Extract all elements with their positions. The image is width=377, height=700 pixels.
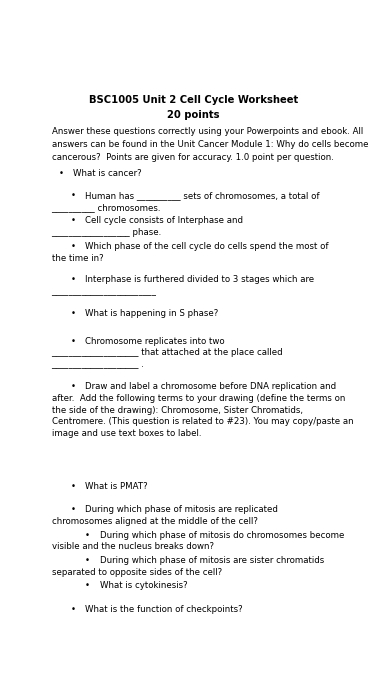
- Text: •: •: [85, 556, 90, 565]
- Text: What is cancer?: What is cancer?: [74, 169, 142, 178]
- Text: cancerous?  Points are given for accuracy. 1.0 point per question.: cancerous? Points are given for accuracy…: [52, 153, 333, 162]
- Text: During which phase of mitosis do chromosomes become: During which phase of mitosis do chromos…: [100, 531, 344, 540]
- Text: •: •: [70, 482, 75, 491]
- Text: Cell cycle consists of Interphase and: Cell cycle consists of Interphase and: [85, 216, 243, 225]
- Text: ____________________ that attached at the place called: ____________________ that attached at th…: [52, 349, 283, 358]
- Text: Which phase of the cell cycle do cells spend the most of: Which phase of the cell cycle do cells s…: [85, 241, 329, 251]
- Text: During which phase of mitosis are sister chromatids: During which phase of mitosis are sister…: [100, 556, 324, 565]
- Text: •: •: [70, 309, 75, 318]
- Text: ____________________ .: ____________________ .: [52, 360, 144, 370]
- Text: Centromere. (This question is related to #23). You may copy/paste an: Centromere. (This question is related to…: [52, 417, 353, 426]
- Text: answers can be found in the Unit Cancer Module 1: Why do cells become: answers can be found in the Unit Cancer …: [52, 140, 368, 149]
- Text: ________________________: ________________________: [52, 287, 156, 296]
- Text: What is the function of checkpoints?: What is the function of checkpoints?: [85, 605, 243, 614]
- Text: __________ chromosomes.: __________ chromosomes.: [52, 203, 161, 212]
- Text: Interphase is furthered divided to 3 stages which are: Interphase is furthered divided to 3 sta…: [85, 275, 314, 284]
- Text: Answer these questions correctly using your Powerpoints and ebook. All: Answer these questions correctly using y…: [52, 127, 363, 136]
- Text: __________________ phase.: __________________ phase.: [52, 228, 162, 237]
- Text: During which phase of mitosis are replicated: During which phase of mitosis are replic…: [85, 505, 278, 514]
- Text: •: •: [70, 505, 75, 514]
- Text: the side of the drawing): Chromosome, Sister Chromatids,: the side of the drawing): Chromosome, Si…: [52, 405, 302, 414]
- Text: visible and the nucleus breaks down?: visible and the nucleus breaks down?: [52, 542, 213, 552]
- Text: the time in?: the time in?: [52, 253, 103, 262]
- Text: image and use text boxes to label.: image and use text boxes to label.: [52, 429, 201, 438]
- Text: •: •: [59, 169, 64, 178]
- Text: chromosomes aligned at the middle of the cell?: chromosomes aligned at the middle of the…: [52, 517, 257, 526]
- Text: •: •: [70, 382, 75, 391]
- Text: Chromosome replicates into two: Chromosome replicates into two: [85, 337, 225, 346]
- Text: •: •: [70, 275, 75, 284]
- Text: 20 points: 20 points: [167, 110, 219, 120]
- Text: •: •: [70, 337, 75, 346]
- Text: BSC1005 Unit 2 Cell Cycle Worksheet: BSC1005 Unit 2 Cell Cycle Worksheet: [89, 94, 298, 105]
- Text: •: •: [70, 241, 75, 251]
- Text: Draw and label a chromosome before DNA replication and: Draw and label a chromosome before DNA r…: [85, 382, 336, 391]
- Text: What is cytokinesis?: What is cytokinesis?: [100, 581, 187, 590]
- Text: What is PMAT?: What is PMAT?: [85, 482, 148, 491]
- Text: What is happening in S phase?: What is happening in S phase?: [85, 309, 218, 318]
- Text: •: •: [70, 216, 75, 225]
- Text: •: •: [85, 531, 90, 540]
- Text: Human has __________ sets of chromosomes, a total of: Human has __________ sets of chromosomes…: [85, 191, 320, 200]
- Text: separated to opposite sides of the cell?: separated to opposite sides of the cell?: [52, 568, 222, 577]
- Text: after.  Add the following terms to your drawing (define the terms on: after. Add the following terms to your d…: [52, 393, 345, 402]
- Text: •: •: [85, 581, 90, 590]
- Text: •: •: [70, 191, 75, 200]
- Text: •: •: [70, 605, 75, 614]
